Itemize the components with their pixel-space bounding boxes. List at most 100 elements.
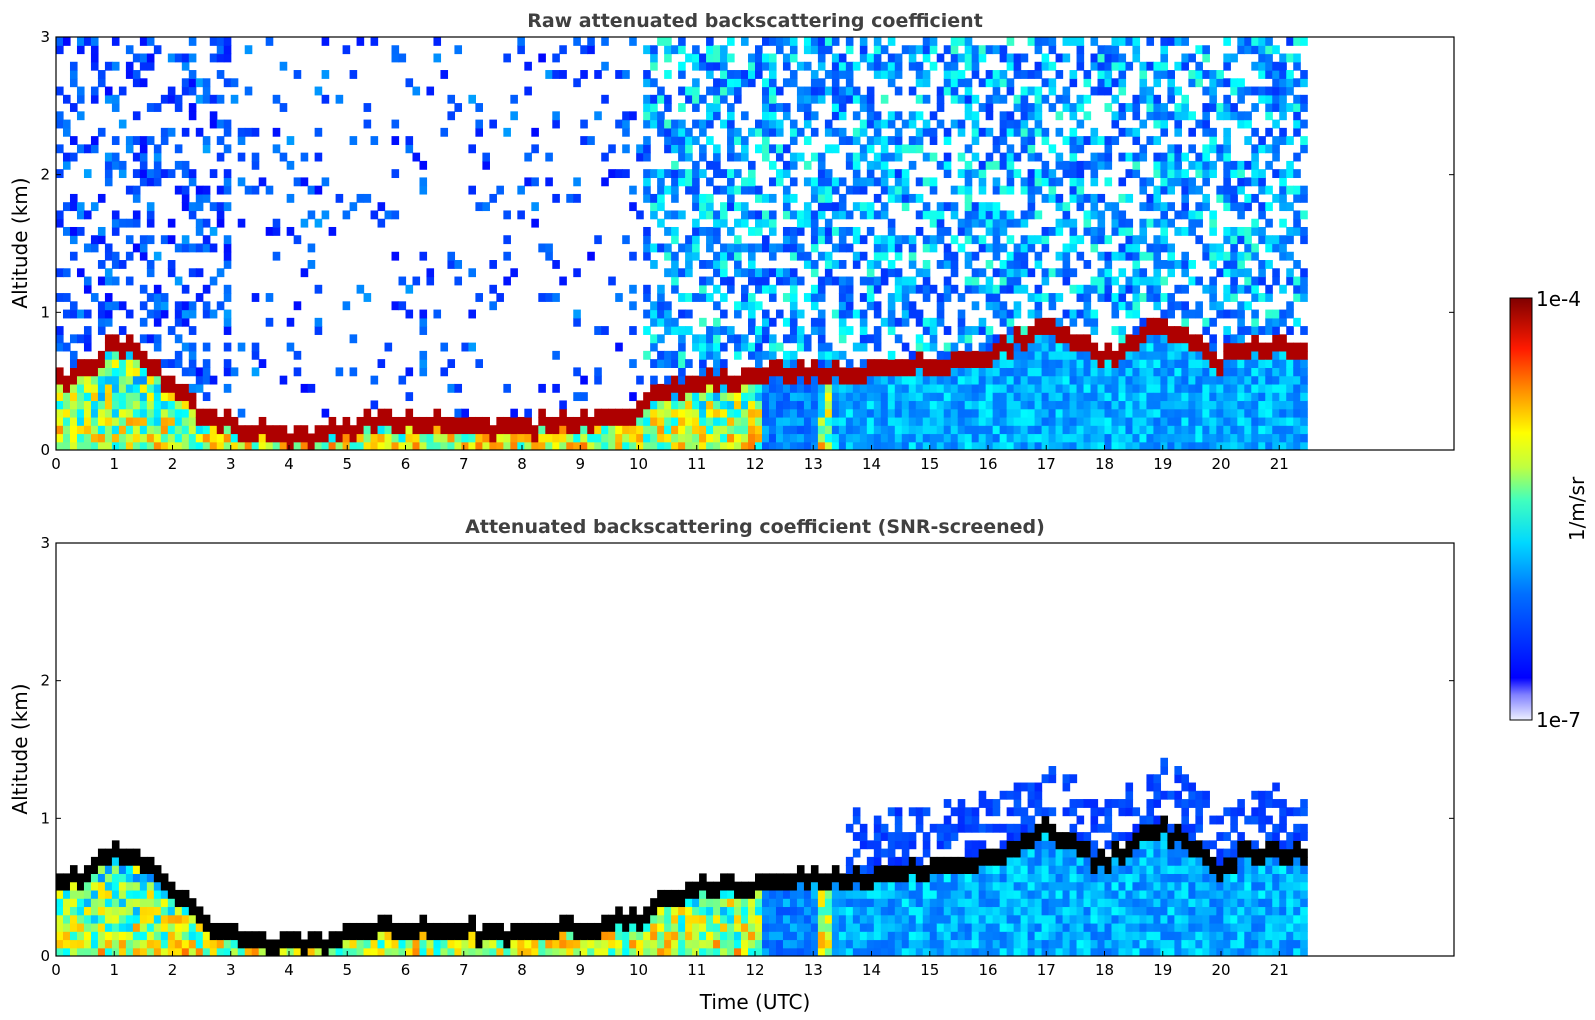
heatmap-cell (83, 309, 92, 319)
heatmap-cell (1237, 226, 1245, 236)
heatmap-cell (1167, 441, 1175, 450)
heatmap-cell (950, 251, 959, 261)
heatmap-cell (132, 441, 141, 450)
heatmap-cell (538, 433, 546, 443)
heatmap-cell (468, 939, 476, 949)
heatmap-cell (657, 202, 665, 212)
heatmap-cell (859, 276, 868, 286)
heatmap-cell (118, 947, 127, 956)
heatmap-cell (957, 441, 966, 450)
heatmap-cell (1027, 235, 1036, 245)
heatmap-cell (789, 334, 798, 344)
heatmap-cell (349, 922, 358, 932)
heatmap-cell (111, 136, 120, 145)
heatmap-cell (629, 284, 637, 294)
heatmap-cell (1006, 317, 1015, 327)
heatmap-cell (1104, 416, 1113, 426)
heatmap-cell (1160, 317, 1169, 327)
heatmap-cell (873, 342, 882, 352)
heatmap-cell (706, 37, 714, 46)
heatmap-cell (552, 111, 560, 121)
heatmap-cell (1209, 317, 1217, 327)
heatmap-cell (97, 383, 106, 393)
heatmap-cell (118, 350, 127, 360)
heatmap-cell (1167, 326, 1175, 335)
heatmap-cell (181, 53, 190, 63)
heatmap-cell (216, 939, 225, 949)
heatmap-cell (643, 185, 651, 195)
heatmap-cell (195, 922, 204, 932)
heatmap-cell (90, 136, 99, 145)
heatmap-cell (83, 881, 92, 891)
heatmap-cell (1272, 400, 1280, 410)
heatmap-cell (782, 408, 791, 418)
heatmap-cell (761, 210, 770, 220)
heatmap-cell (1258, 226, 1266, 236)
heatmap-cell (985, 94, 994, 104)
heatmap-cell (76, 111, 85, 121)
heatmap-cell (1174, 350, 1182, 360)
heatmap-cell (1118, 293, 1127, 302)
heatmap-cell (678, 433, 686, 443)
heatmap-cell (132, 169, 141, 179)
heatmap-cell (852, 416, 861, 426)
heatmap-cell (824, 408, 833, 418)
heatmap-cell (908, 160, 917, 170)
heatmap-cell (1202, 127, 1210, 137)
heatmap-cell (1174, 210, 1182, 220)
heatmap-cell (1188, 276, 1196, 286)
heatmap-cell (1160, 45, 1169, 55)
heatmap-cell (111, 856, 120, 866)
heatmap-cell (153, 441, 162, 450)
heatmap-cell (56, 111, 64, 121)
heatmap-cell (1034, 61, 1043, 71)
heatmap-cell (887, 375, 896, 385)
heatmap-cell (817, 193, 826, 203)
heatmap-cell (713, 210, 721, 220)
heatmap-cell (978, 185, 987, 195)
heatmap-cell (363, 103, 372, 112)
heatmap-cell (188, 914, 197, 924)
heatmap-cell (97, 78, 106, 88)
heatmap-cell (978, 359, 987, 368)
heatmap-cell (132, 425, 141, 435)
heatmap-cell (188, 103, 197, 112)
heatmap-cell (412, 152, 421, 162)
heatmap-cell (1090, 243, 1099, 253)
heatmap-cell (1090, 317, 1099, 327)
heatmap-cell (992, 408, 1001, 418)
heatmap-cell (1272, 86, 1280, 96)
heatmap-cell (76, 416, 85, 426)
heatmap-cell (1244, 119, 1252, 129)
heatmap-cell (1160, 185, 1169, 195)
heatmap-cell (328, 939, 337, 949)
x-tick-label: 21 (1270, 455, 1289, 473)
heatmap-cell (160, 127, 169, 137)
heatmap-cell (748, 416, 756, 426)
heatmap-cell (489, 947, 497, 956)
heatmap-cell (1223, 383, 1231, 393)
heatmap-cell (727, 251, 735, 261)
heatmap-cell (139, 931, 148, 941)
heatmap-cell (929, 359, 938, 368)
heatmap-cell (1062, 160, 1071, 170)
heatmap-cell (1174, 103, 1182, 112)
heatmap-cell (706, 383, 714, 393)
heatmap-cell (594, 408, 602, 418)
heatmap-cell (118, 865, 127, 874)
heatmap-cell (1279, 127, 1287, 137)
heatmap-cell (866, 61, 875, 71)
heatmap-cell (894, 169, 903, 179)
heatmap-cell (859, 441, 868, 450)
heatmap-cell (1013, 119, 1022, 129)
heatmap-cell (321, 939, 330, 949)
heatmap-cell (76, 889, 85, 899)
heatmap-cell (775, 144, 784, 154)
heatmap-cell (915, 350, 924, 360)
heatmap-cell (992, 309, 1001, 319)
heatmap-cell (1272, 425, 1280, 435)
heatmap-cell (992, 210, 1001, 220)
heatmap-cell (56, 881, 64, 891)
heatmap-cell (594, 416, 602, 426)
heatmap-cell (664, 226, 672, 236)
